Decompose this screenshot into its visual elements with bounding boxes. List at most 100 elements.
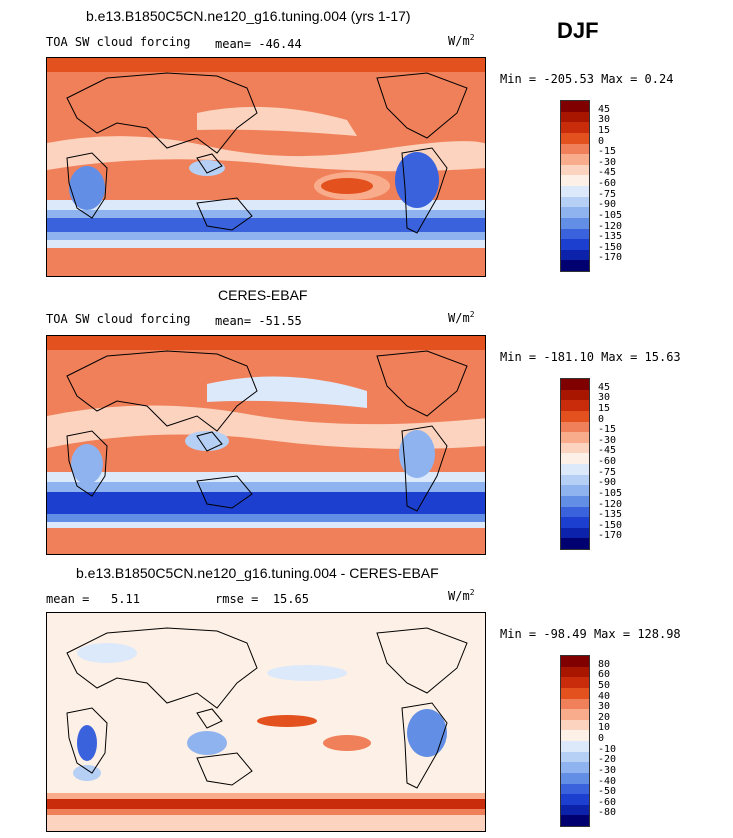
panel3-mean: mean = 5.11	[46, 592, 140, 606]
colorbar-tick-label: -170	[598, 530, 623, 542]
panel2-minmax: Min = -181.10 Max = 15.63	[500, 350, 681, 364]
colorbar-tick-label: -30	[598, 764, 617, 776]
colorbar-swatch	[561, 783, 589, 795]
colorbar-swatch	[561, 730, 589, 741]
colorbar-tick-label: -80	[598, 807, 617, 819]
colorbar-swatch	[561, 677, 589, 688]
colorbar-swatch	[561, 132, 589, 144]
panel1-title: b.e13.B1850C5CN.ne120_g16.tuning.004 (yr…	[86, 8, 411, 24]
colorbar-swatch	[561, 517, 589, 528]
colorbar-swatch	[561, 260, 589, 271]
colorbar-swatch	[561, 421, 589, 433]
panel1-minmax: Min = -205.53 Max = 0.24	[500, 72, 674, 86]
colorbar-tick-label: -120	[598, 498, 623, 510]
panel1-units: W/m2	[448, 33, 475, 48]
colorbar-swatch	[561, 154, 589, 165]
panel2-variable: TOA SW cloud forcing	[46, 312, 191, 326]
colorbar-swatch	[561, 741, 589, 752]
colorbar-tick-label: 0	[598, 413, 605, 425]
colorbar-tick-label: -120	[598, 220, 623, 232]
colorbar-swatch	[561, 410, 589, 422]
colorbar-swatch	[561, 400, 589, 411]
colorbar-tick-label: -15	[598, 424, 617, 436]
colorbar-swatch	[561, 101, 589, 112]
colorbar-tick-label: -15	[598, 146, 617, 158]
panel2-title: CERES-EBAF	[218, 287, 308, 303]
colorbar-tick-label: -40	[598, 775, 617, 787]
colorbar-tick-label: -150	[598, 519, 623, 531]
colorbar-swatch	[561, 228, 589, 240]
panel1-map	[46, 57, 486, 277]
colorbar-tick-label: -45	[598, 167, 617, 179]
colorbar-swatch	[561, 453, 589, 464]
colorbar-swatch	[561, 666, 589, 678]
panel2-map	[46, 335, 486, 555]
colorbar-tick-label: 20	[598, 711, 611, 723]
colorbar-swatch	[561, 751, 589, 763]
colorbar-tick-label: 50	[598, 679, 611, 691]
colorbar-swatch	[561, 687, 589, 699]
colorbar-tick-label: 30	[598, 392, 611, 404]
colorbar-swatch	[561, 196, 589, 208]
panel2-mean: mean= -51.55	[215, 314, 302, 328]
colorbar-swatch	[561, 485, 589, 496]
colorbar-swatch	[561, 143, 589, 155]
colorbar-tick-label: 30	[598, 701, 611, 713]
colorbar-swatch	[561, 464, 589, 475]
colorbar-swatch	[561, 709, 589, 720]
colorbar-tick-label: -105	[598, 487, 623, 499]
colorbar-tick-label: 0	[598, 733, 605, 744]
colorbar-swatch	[561, 249, 589, 261]
colorbar-swatch	[561, 122, 589, 133]
colorbar-swatch	[561, 527, 589, 539]
colorbar-swatch	[561, 656, 589, 667]
colorbar-tick-label: -60	[598, 796, 617, 808]
panel3-units: W/m2	[448, 588, 475, 603]
colorbar-swatch	[561, 379, 589, 390]
colorbar-swatch	[561, 538, 589, 549]
colorbar-tick-label: -45	[598, 445, 617, 457]
panel2-colorbar	[560, 378, 590, 550]
colorbar-tick-label: -30	[598, 156, 617, 168]
season-label: DJF	[557, 18, 599, 43]
panel3-rmse: rmse = 15.65	[215, 592, 309, 606]
colorbar-tick-label: -10	[598, 743, 617, 755]
colorbar-tick-label: 15	[598, 402, 611, 414]
colorbar-tick-label: -170	[598, 252, 623, 264]
colorbar-tick-label: 40	[598, 690, 611, 702]
colorbar-tick-label: 10	[598, 722, 611, 734]
panel3-map	[46, 612, 486, 832]
colorbar-tick-label: -105	[598, 209, 623, 221]
panel3-colorbar	[560, 655, 590, 827]
colorbar-swatch	[561, 815, 589, 826]
colorbar-swatch	[561, 389, 589, 401]
colorbar-tick-label: -90	[598, 199, 617, 211]
colorbar-tick-label: -60	[598, 178, 617, 189]
colorbar-tick-label: -75	[598, 188, 617, 200]
colorbar-swatch	[561, 762, 589, 773]
colorbar-swatch	[561, 207, 589, 218]
colorbar-tick-label: 30	[598, 114, 611, 126]
colorbar-swatch	[561, 164, 589, 176]
colorbar-tick-label: -20	[598, 754, 617, 766]
colorbar-tick-label: -90	[598, 477, 617, 489]
panel1-variable: TOA SW cloud forcing	[46, 35, 191, 49]
colorbar-swatch	[561, 442, 589, 454]
panel3-title: b.e13.B1850C5CN.ne120_g16.tuning.004 - C…	[76, 565, 439, 581]
colorbar-swatch	[561, 719, 589, 731]
colorbar-swatch	[561, 772, 589, 784]
colorbar-swatch	[561, 175, 589, 186]
colorbar-swatch	[561, 506, 589, 518]
colorbar-tick-label: -135	[598, 509, 623, 521]
panel1-mean: mean= -46.44	[215, 37, 302, 51]
colorbar-swatch	[561, 804, 589, 816]
panel1-colorbar	[560, 100, 590, 272]
colorbar-tick-label: 0	[598, 135, 605, 147]
colorbar-swatch	[561, 495, 589, 507]
colorbar-tick-label: 15	[598, 124, 611, 136]
colorbar-swatch	[561, 698, 589, 710]
colorbar-tick-label: 45	[598, 103, 611, 115]
panel2-units: W/m2	[448, 310, 475, 325]
colorbar-swatch	[561, 239, 589, 250]
colorbar-tick-label: -60	[598, 456, 617, 467]
